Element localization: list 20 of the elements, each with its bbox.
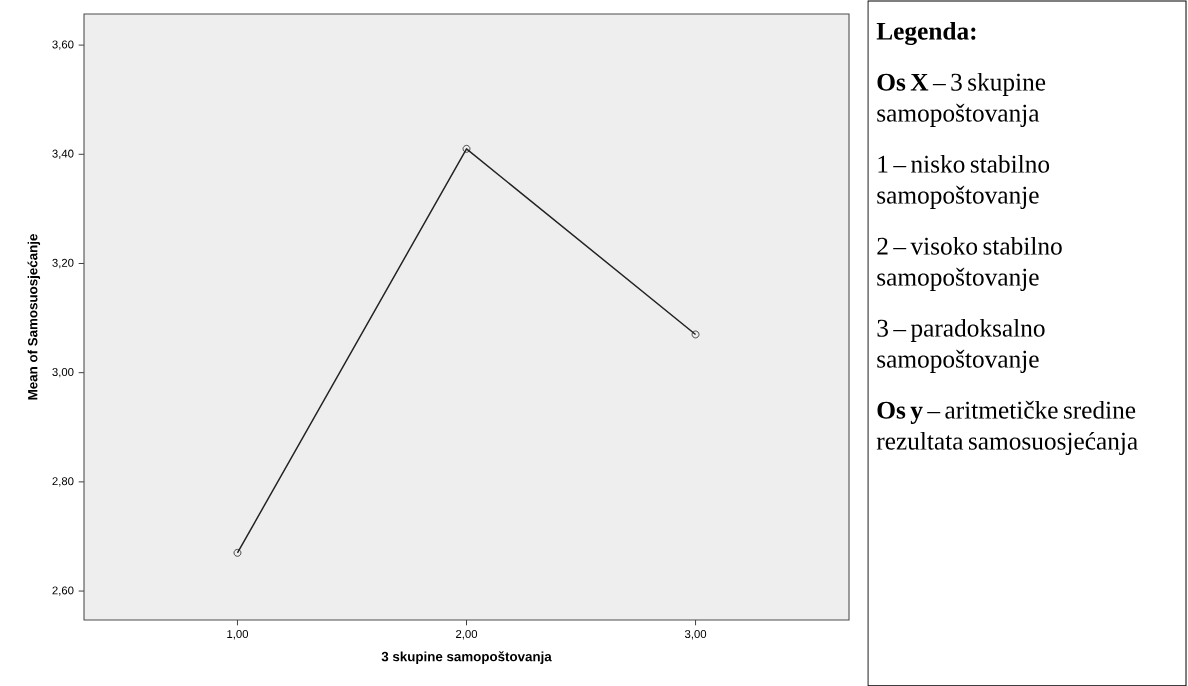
text: 1 – nisko stabilno samopoštovanje: [877, 154, 1050, 209]
y-tick-label: 3,20: [52, 258, 74, 269]
text: Os y – aritmetičke sredine rezultata samosuosjećanja: [876, 400, 1138, 455]
text: 3 – paradoksalno samopoštovanje: [877, 318, 1045, 373]
y-tick-label: 3,60: [52, 40, 74, 50]
point: [691, 330, 700, 339]
x-tick-label: 2,00: [456, 629, 478, 640]
x-axis-title: 3 skupine samopoštovanja: [381, 651, 552, 664]
text: 2 – visoko stabilno samopoštovanje: [877, 236, 1062, 291]
y-axis-title: Mean of Samosuosjećanje: [27, 234, 41, 400]
x-tick-label: 3,00: [684, 629, 707, 640]
point: [233, 548, 242, 557]
y-tick-label: 3,40: [52, 149, 74, 159]
point: [462, 144, 471, 153]
text: Os X – 3 skupine samopoštovanja: [877, 72, 1046, 127]
text: Legenda:: [876, 21, 976, 45]
y-tick-label: 2,60: [52, 586, 74, 596]
y-tick-label: 2,80: [52, 477, 74, 487]
x-tick-label: 1,00: [227, 629, 249, 640]
y-tick-label: 3,00: [52, 367, 74, 378]
